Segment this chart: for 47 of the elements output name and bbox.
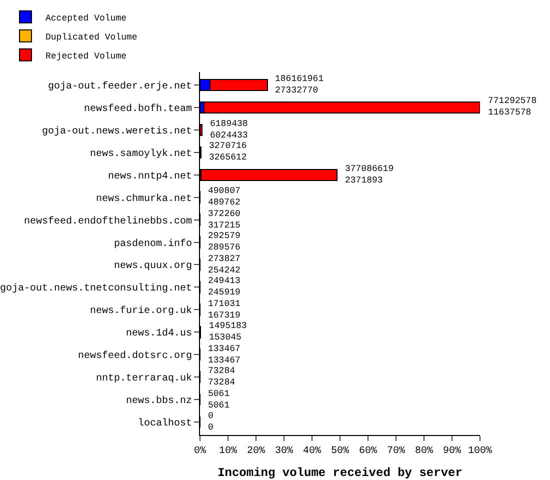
y-tick-label: news.nntp4.net (108, 171, 192, 182)
x-tick-label: 60% (358, 446, 378, 457)
y-tick-label: newsfeed.endofthelinebbs.com (24, 215, 192, 228)
annotation: 490807 489762 (208, 186, 240, 208)
annotation: 292579 289576 (208, 231, 240, 253)
x-tick-label: 40% (302, 446, 322, 457)
annotation: 771292578 11637578 (488, 96, 537, 118)
y-tick-label: localhost (138, 418, 192, 430)
y-tick-label: newsfeed.bofh.team (84, 102, 192, 115)
y-tick-label: news.furie.org.uk (90, 305, 192, 318)
annotation: 3270716 3265612 (209, 141, 247, 163)
y-tick-label: goja-out.feeder.erje.net (48, 80, 192, 92)
annotation: 377086619 2371893 (345, 164, 394, 186)
annotation: 273827 254242 (208, 254, 240, 276)
x-tick-label: 70% (386, 446, 406, 457)
legend-label: Duplicated Volume (46, 32, 138, 42)
legend-label: Accepted Volume (46, 13, 127, 24)
y-tick-label: news.1d4.us (126, 328, 192, 340)
x-tick-label: 100% (468, 446, 492, 457)
annotation: 249413 245919 (208, 276, 240, 298)
y-tick-label: nntp.terraraq.uk (96, 372, 192, 385)
annotation: 1495183 153045 (209, 321, 247, 343)
y-tick-label: news.quux.org (114, 261, 192, 272)
x-tick-label: 20% (246, 446, 266, 457)
annotation: 372260 317215 (208, 209, 240, 231)
x-tick-label: 0% (194, 446, 206, 457)
annotation: 6189438 6024433 (210, 119, 248, 141)
annotation: 171031 167319 (208, 299, 240, 321)
y-tick-label: news.bbs.nz (126, 395, 192, 408)
annotation: 0 0 (208, 411, 214, 433)
y-tick-label: newsfeed.dotsrc.org (78, 350, 192, 362)
x-tick-label: 30% (274, 446, 294, 457)
x-tick-label: 10% (218, 446, 238, 457)
y-tick-label: pasdenom.info (114, 238, 192, 250)
x-tick-label: 80% (414, 446, 434, 457)
x-axis-title: Incoming volume received by server (218, 466, 462, 480)
x-tick-label: 50% (330, 446, 350, 457)
y-tick-label: goja-out.news.tnetconsulting.net (0, 282, 192, 295)
y-tick-label: news.samoylyk.net (90, 148, 192, 160)
annotation: 5061 5061 (208, 389, 230, 411)
y-tick-label: goja-out.news.weretis.net (42, 125, 192, 138)
x-tick-label: 90% (442, 446, 462, 457)
annotation: 133467 133467 (208, 344, 240, 366)
legend-label: Rejected Volume (46, 51, 127, 62)
annotation: 186161961 27332770 (275, 74, 324, 96)
y-tick-label: news.chmurka.net (96, 192, 192, 205)
annotation: 73284 73284 (208, 366, 236, 388)
